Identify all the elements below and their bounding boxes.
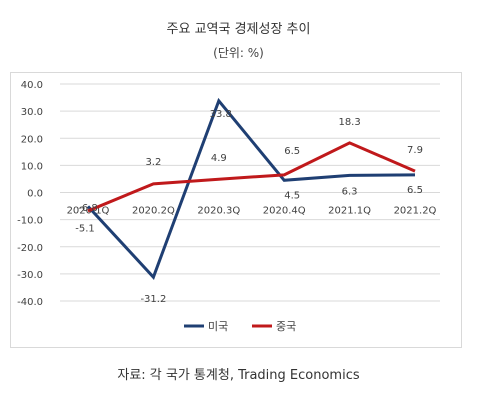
data-label: 4.9	[211, 153, 227, 164]
data-label: 6.5	[284, 146, 300, 157]
data-label: 6.3	[342, 186, 358, 197]
data-label: 33.8	[210, 109, 232, 120]
source-note: 자료: 각 국가 통계청, Trading Economics	[117, 368, 360, 383]
series-line-usa	[86, 97, 416, 280]
x-tick-label: 2021.2Q	[394, 206, 437, 217]
legend-label: 중국	[276, 320, 296, 333]
y-tick-label: 40.0	[21, 80, 43, 91]
x-tick-label: 2020.3Q	[197, 206, 240, 217]
legend-china: 중국	[252, 320, 296, 333]
data-label: 3.2	[145, 157, 161, 168]
data-label: -6.8	[78, 203, 98, 214]
chart-frame	[10, 72, 462, 348]
y-tick-label: 0.0	[27, 189, 43, 200]
legend-label: 미국	[208, 320, 228, 333]
y-tick-label: 30.0	[21, 107, 43, 118]
data-label: 4.5	[284, 190, 300, 201]
legend-usa: 미국	[184, 320, 228, 333]
x-tick-label: 2021.1Q	[328, 206, 371, 217]
data-label: -31.2	[140, 294, 166, 305]
chart-title: 주요 교역국 경제성장 추이	[166, 22, 311, 37]
y-tick-label: 20.0	[21, 134, 43, 145]
x-tick-label: 2020.2Q	[132, 206, 175, 217]
y-tick-label: -40.0	[17, 297, 43, 308]
y-tick-label: -10.0	[17, 216, 43, 227]
chart-subtitle: (단위: %)	[213, 46, 264, 60]
data-label: 7.9	[407, 145, 423, 156]
y-tick-label: -30.0	[17, 270, 43, 281]
data-label: 6.5	[407, 185, 423, 196]
data-label: 18.3	[338, 117, 360, 128]
y-tick-label: 10.0	[21, 161, 43, 172]
x-tick-label: 2020.4Q	[263, 206, 306, 217]
data-label: -5.1	[75, 223, 95, 234]
y-tick-label: -20.0	[17, 243, 43, 254]
series-line-china	[87, 141, 416, 213]
